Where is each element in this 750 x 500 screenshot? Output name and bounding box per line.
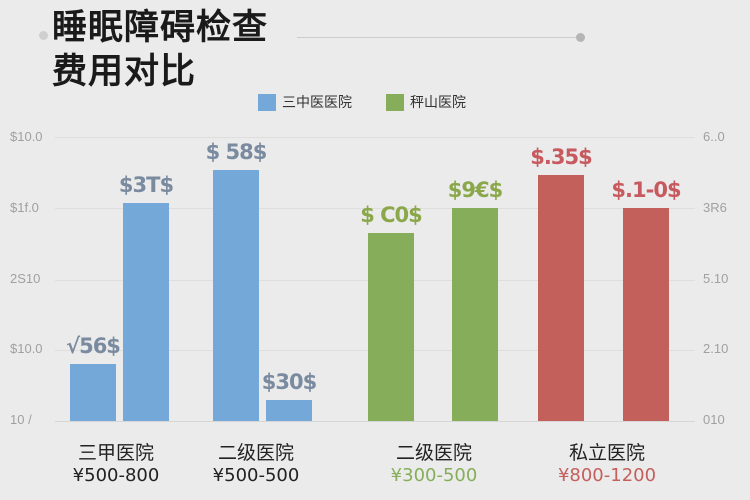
decorative-line bbox=[297, 37, 579, 38]
bar-blue bbox=[213, 170, 259, 421]
y-tick-right: 3R6 bbox=[703, 200, 727, 215]
gridline bbox=[55, 137, 695, 138]
legend-swatch-blue-icon bbox=[258, 93, 276, 111]
category-name: 三甲医院 bbox=[77, 442, 155, 464]
category-label: 二级医院 ¥500-500 bbox=[213, 441, 300, 487]
category-range: ¥500-500 bbox=[212, 465, 300, 486]
category-name: 私立医院 bbox=[568, 442, 645, 464]
legend-swatch-green-icon bbox=[386, 93, 404, 111]
bar-green bbox=[452, 208, 498, 421]
bar-value-label: $ C0$ bbox=[360, 203, 423, 227]
y-tick-left: $10.0 bbox=[10, 341, 43, 356]
category-range: ¥500-800 bbox=[72, 465, 160, 486]
chart-title: 睡眠障碍检查 费用对比 bbox=[52, 6, 268, 94]
decorative-dot bbox=[576, 33, 585, 42]
bar-red bbox=[623, 208, 669, 421]
y-tick-left: $1f.0 bbox=[10, 200, 39, 215]
category-label: 三甲医院 ¥500-800 bbox=[73, 441, 160, 487]
title-decoration-dot bbox=[39, 31, 48, 40]
bar-blue bbox=[266, 400, 312, 421]
legend-label: 三中医医院 bbox=[282, 95, 352, 111]
y-tick-left: $10.0 bbox=[10, 129, 43, 144]
gridline bbox=[55, 208, 695, 209]
bar-blue bbox=[123, 203, 169, 421]
bar-value-label: $3T$ bbox=[118, 173, 174, 197]
legend-item-blue: 三中医医院 bbox=[258, 92, 352, 112]
y-tick-left: 2S10 bbox=[10, 271, 41, 286]
bar-blue bbox=[70, 364, 116, 421]
bar-value-label: $9€$ bbox=[447, 178, 503, 202]
bar-value-label: √56$ bbox=[66, 334, 121, 358]
bar-value-label: $.35$ bbox=[530, 145, 592, 169]
category-range: ¥300-500 bbox=[390, 465, 478, 486]
y-tick-right: 2.10 bbox=[703, 341, 729, 356]
legend: 三中医医院 秤山医院 bbox=[258, 92, 466, 112]
title-line-2: 费用对比 bbox=[52, 52, 197, 92]
title-line-1: 睡眠障碍检查 bbox=[52, 8, 269, 48]
y-tick-right: 010 bbox=[703, 412, 725, 427]
y-tick-left: 10 / bbox=[10, 412, 32, 427]
legend-item-green: 秤山医院 bbox=[386, 92, 466, 112]
baseline bbox=[55, 421, 695, 422]
category-range: ¥800-1200 bbox=[557, 465, 657, 486]
y-tick-right: 6..0 bbox=[703, 129, 725, 144]
bar-value-label: $ 58$ bbox=[205, 140, 268, 164]
category-name: 二级医院 bbox=[395, 442, 473, 464]
category-name: 二级医院 bbox=[217, 442, 295, 464]
legend-label: 秤山医院 bbox=[410, 95, 466, 111]
y-tick-right: 5.10 bbox=[703, 271, 729, 286]
bar-green bbox=[368, 233, 414, 421]
bar-value-label: $30$ bbox=[261, 370, 317, 394]
bar-red bbox=[538, 175, 584, 421]
category-label: 二级医院 ¥300-500 bbox=[391, 441, 478, 487]
category-label: 私立医院 ¥800-1200 bbox=[558, 441, 656, 487]
bar-value-label: $.1-0$ bbox=[611, 178, 681, 202]
